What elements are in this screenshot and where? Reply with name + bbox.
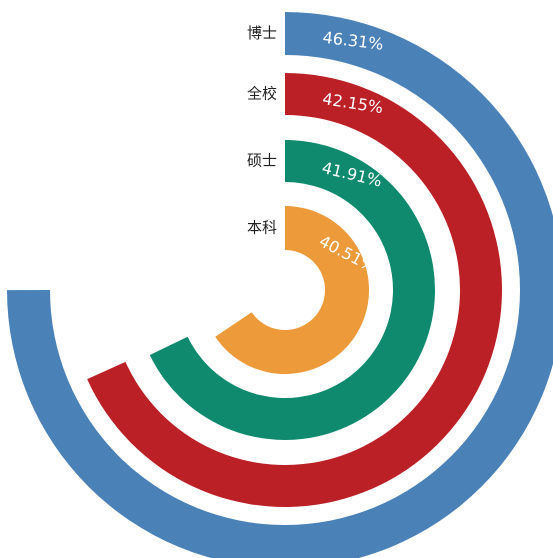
category-label: 硕士 bbox=[247, 152, 277, 170]
ring-bar bbox=[87, 73, 502, 508]
category-label: 全校 bbox=[247, 85, 277, 103]
ring-bar bbox=[215, 206, 369, 375]
category-label: 本科 bbox=[247, 219, 277, 237]
category-label: 博士 bbox=[247, 24, 277, 42]
ring-bar bbox=[149, 140, 436, 440]
